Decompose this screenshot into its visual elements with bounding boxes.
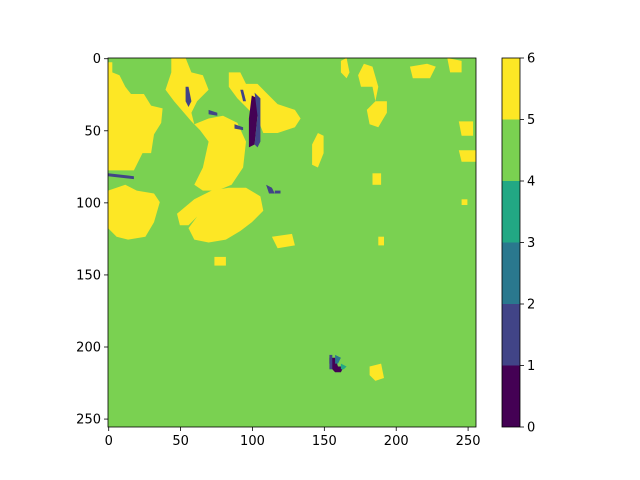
colorbar-tick-label: 6 — [527, 52, 535, 67]
colorbar-bin-2 — [502, 242, 520, 304]
colorbar-bin-4 — [502, 119, 520, 181]
heatmap-region-29 — [340, 363, 347, 370]
x-tick-label: 100 — [240, 434, 265, 449]
heatmap-region-21 — [185, 86, 192, 107]
heatmap-region-10 — [458, 121, 474, 136]
y-tick-label: 0 — [93, 52, 101, 67]
colorbar-ticks: 0 1 2 3 4 5 6 — [520, 52, 535, 436]
x-tick-label: 200 — [384, 434, 409, 449]
colorbar-tick-label: 3 — [527, 236, 535, 251]
heatmap-region-23 — [234, 124, 244, 131]
heatmap-region-9 — [447, 58, 462, 73]
heatmap-region-3 — [177, 187, 264, 243]
heatmap-region-0 — [108, 62, 163, 171]
colorbar-tick-label: 1 — [527, 359, 535, 374]
y-axis: 0 50 100 150 200 250 — [76, 52, 108, 428]
y-tick-label: 100 — [76, 196, 101, 211]
heatmap-region-27 — [329, 357, 344, 373]
heatmap-region-19 — [254, 92, 261, 148]
colorbar-tick-label: 2 — [527, 298, 535, 313]
heatmap-region-15 — [369, 363, 384, 381]
heatmap-region-28 — [335, 354, 341, 364]
y-tick-label: 250 — [76, 413, 101, 428]
heatmap-region-30 — [329, 354, 333, 370]
heatmap-region-8 — [409, 63, 436, 79]
colorbar-bin-5 — [502, 58, 520, 120]
heatmap-region-24 — [240, 89, 246, 102]
heatmap-region-12 — [372, 173, 382, 185]
heatmap-region-11 — [458, 150, 476, 162]
x-tick-label: 50 — [172, 434, 189, 449]
heatmap-region-20 — [108, 173, 134, 180]
heatmap-region-17 — [461, 199, 468, 205]
heatmap-region-22 — [208, 109, 218, 116]
heatmap-region-13 — [271, 233, 295, 249]
colorbar-tick-label: 5 — [527, 113, 535, 128]
y-tick-label: 200 — [76, 341, 101, 356]
plot-frame — [107, 57, 477, 428]
heatmap-region-26 — [274, 190, 281, 194]
heatmap-region-16 — [378, 236, 384, 246]
colorbar: 0 1 2 3 4 5 6 — [501, 52, 535, 436]
y-tick-label: 50 — [84, 124, 101, 139]
colorbar-bins — [502, 58, 520, 427]
heatmap-region-14 — [214, 256, 226, 266]
heatmap-region-4 — [228, 72, 301, 133]
x-axis: 0 50 100 150 200 250 — [105, 427, 481, 449]
heatmap-region-5 — [312, 133, 324, 168]
y-tick-label: 150 — [76, 268, 101, 283]
heatmap-region-7 — [358, 63, 387, 128]
x-tick-label: 250 — [456, 434, 481, 449]
heatmap-region-6 — [340, 58, 350, 79]
x-tick-label: 0 — [105, 434, 113, 449]
heatmap-region-25 — [266, 184, 275, 194]
heatmap-plot — [107, 57, 477, 428]
heatmap-regions — [108, 58, 476, 381]
colorbar-tick-label: 0 — [527, 421, 535, 436]
colorbar-tick-label: 4 — [527, 175, 535, 190]
colorbar-bin-0 — [502, 365, 520, 427]
colorbar-bin-3 — [502, 181, 520, 243]
x-tick-label: 150 — [312, 434, 337, 449]
heatmap-region-1 — [108, 184, 160, 240]
colorbar-bin-1 — [502, 304, 520, 366]
heatmap-region-18 — [248, 95, 258, 148]
